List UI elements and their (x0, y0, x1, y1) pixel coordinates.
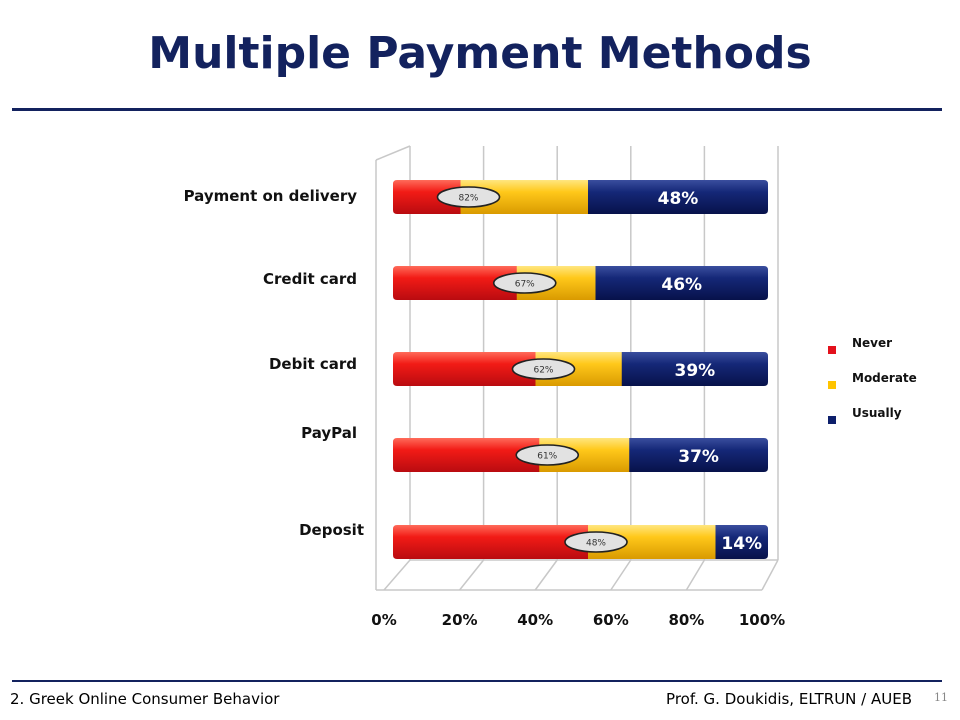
category-label: Credit card (263, 270, 357, 288)
floor-gridline (610, 559, 632, 591)
usually-value-label: 14% (721, 534, 762, 554)
bar-row: 39% 62% (393, 352, 768, 386)
x-tick-label: 60% (593, 611, 629, 629)
x-tick-label: 0% (371, 611, 396, 629)
x-tick-label: 80% (668, 611, 704, 629)
bar-usually (621, 352, 768, 386)
usually-value-label: 37% (678, 447, 719, 467)
legend-label-usually: Usually (852, 406, 902, 420)
side-wall-top (375, 145, 411, 161)
usually-value-label: 48% (658, 189, 699, 209)
x-tick-label: 100% (739, 611, 785, 629)
combined-label-ellipse (436, 186, 501, 208)
floor-gridline (534, 559, 558, 591)
slide-title: Multiple Payment Methods (148, 28, 812, 79)
legend-swatch-never (828, 346, 836, 354)
combined-value-label: 62% (533, 366, 553, 376)
bar-row: 48% 82% (393, 180, 768, 214)
bar-never (393, 525, 589, 559)
footer-author: Prof. G. Doukidis, ELTRUN / AUEB (666, 690, 912, 708)
bar-usually (595, 266, 768, 300)
legend-label-moderate: Moderate (852, 371, 917, 385)
floor-gridline (685, 559, 706, 591)
bar-usually (629, 438, 768, 472)
footer-section-label: 2. Greek Online Consumer Behavior (10, 690, 280, 708)
combined-label-ellipse (564, 531, 628, 553)
combined-label-ellipse (511, 358, 576, 380)
category-label: Payment on delivery (183, 187, 357, 205)
combined-value-label: 67% (515, 280, 535, 290)
combined-value-label: 48% (586, 539, 606, 549)
combined-label-ellipse (515, 444, 580, 466)
legend-swatch-usually (828, 416, 836, 424)
combined-label-ellipse (492, 272, 557, 294)
bar-never (393, 180, 462, 214)
title-divider (12, 108, 942, 111)
usually-value-label: 39% (675, 361, 716, 381)
x-tick-label: 40% (517, 611, 553, 629)
combined-value-label: 82% (458, 194, 478, 204)
bar-usually (588, 180, 768, 214)
bar-usually (715, 525, 768, 559)
x-tick-label: 20% (442, 611, 478, 629)
category-label: Deposit (299, 521, 364, 539)
bar-never (393, 438, 541, 472)
category-label: Debit card (268, 355, 357, 373)
footer-divider (12, 680, 942, 682)
combined-value-label: 61% (537, 452, 557, 462)
page-number: 11 (934, 691, 948, 704)
bar-row: 46% 67% (393, 266, 768, 300)
usually-value-label: 46% (661, 275, 702, 295)
bar-never (393, 266, 518, 300)
legend-label-never: Never (852, 336, 893, 350)
bar-row: 37% 61% (393, 438, 768, 472)
legend-swatch-moderate (828, 381, 836, 389)
bar-row: 14% 48% (393, 525, 768, 559)
bar-never (393, 352, 537, 386)
floor-gridline (761, 559, 779, 591)
floor-gridline (383, 559, 411, 591)
floor-gridline (459, 559, 485, 591)
category-label: PayPal (301, 424, 357, 442)
